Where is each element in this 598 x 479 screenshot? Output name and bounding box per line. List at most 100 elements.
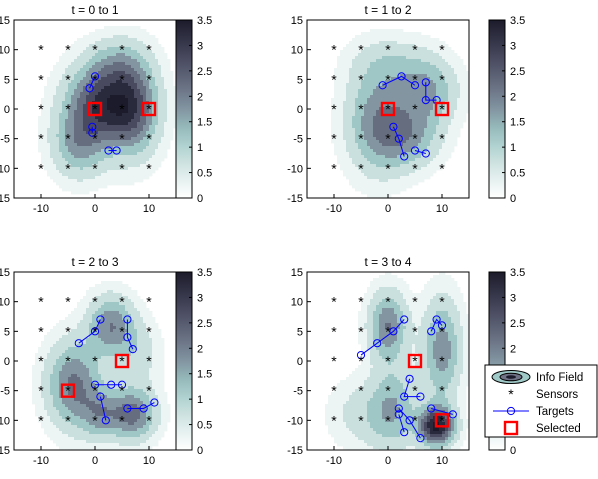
colorbar-tick-label: 1 [197, 394, 203, 406]
selected-marker [434, 101, 450, 117]
sensor-marker: * [358, 323, 364, 339]
selected-marker [114, 353, 130, 369]
y-tick-label: 10 [0, 297, 10, 309]
legend-label: Selected [536, 423, 581, 435]
target-point [96, 392, 105, 401]
panel-title: t = 1 to 2 [364, 3, 411, 17]
target-point [432, 315, 441, 324]
sensor-marker: * [119, 323, 125, 339]
sensor-marker: * [92, 323, 98, 339]
sensor-marker: * [412, 323, 418, 339]
sensor-marker: * [385, 353, 391, 369]
target-point [150, 398, 159, 407]
colorbar-tick-label: 0 [197, 445, 203, 457]
target-track [414, 150, 426, 154]
y-tick-label: 15 [0, 267, 10, 279]
sensor-marker: * [358, 71, 364, 87]
x-tick-label: 10 [143, 455, 155, 467]
target-point [112, 146, 121, 155]
sensor-marker: * [385, 383, 391, 399]
target-point [123, 315, 132, 324]
legend-selected-icon [503, 420, 519, 436]
sensor-marker: * [65, 101, 71, 117]
x-tick-label: -10 [326, 455, 342, 467]
sensor-marker: * [119, 383, 125, 399]
sensor-marker: * [331, 42, 337, 58]
legend-label: Sensors [536, 389, 578, 401]
panel-1: t = 0 to 1-10010-15-10-5051015**********… [0, 3, 212, 215]
sensor-marker: * [439, 131, 445, 147]
sensor-marker: * [331, 160, 337, 176]
colorbar-tick-label: 3 [510, 292, 516, 304]
sensor-marker: * [412, 101, 418, 117]
colorbar-tick-label: 0 [510, 193, 516, 205]
target-point [101, 416, 110, 425]
target-track [392, 126, 405, 157]
target-point [104, 146, 113, 155]
y-tick-label: 10 [291, 297, 303, 309]
target-point [405, 374, 414, 383]
sensor-marker: * [331, 412, 337, 428]
legend-label: Info Field [536, 372, 583, 384]
target-point [416, 392, 425, 401]
target-track [398, 408, 421, 439]
y-tick-label: 0 [4, 356, 10, 368]
sensor-marker: * [65, 383, 71, 399]
target-point [400, 428, 409, 437]
target-point [85, 84, 94, 93]
target-point [356, 350, 366, 360]
colorbar-tick-label: 2.5 [510, 66, 525, 78]
target-track [382, 75, 416, 86]
colorbar-tick-label: 3.5 [510, 267, 525, 279]
target-point [123, 404, 132, 413]
x-tick-label: 10 [436, 455, 448, 467]
target-track [403, 378, 421, 398]
sensor-marker: * [331, 131, 337, 147]
sensor-marker: * [146, 353, 152, 369]
sensor-marker: * [146, 160, 152, 176]
sensor-marker: * [146, 412, 152, 428]
selected-marker [434, 413, 450, 428]
colorbar-tick-label: 3.5 [197, 15, 212, 27]
colorbar-tick-label: 3 [197, 40, 203, 52]
colorbar-tick-label: 1.5 [197, 117, 212, 129]
sensor-marker: * [439, 101, 445, 117]
sensor-marker: * [331, 71, 337, 87]
target-point [400, 152, 409, 161]
sensor-marker: * [119, 71, 125, 87]
sensor-marker: * [385, 323, 391, 339]
sensor-marker: * [38, 294, 44, 310]
colorbar-tick-label: 1.5 [197, 369, 212, 381]
target-point [427, 327, 436, 336]
sensor-marker: * [358, 412, 364, 428]
y-tick-label: 15 [0, 15, 10, 27]
colorbar-tick-label: 2.5 [197, 318, 212, 330]
legend-label: Targets [536, 406, 574, 418]
target-point [405, 416, 414, 425]
target-point [88, 122, 97, 131]
y-tick-label: -5 [293, 134, 303, 146]
x-tick-label: -10 [33, 203, 49, 215]
colorbar-tick-label: 0.5 [197, 420, 212, 432]
sensor-marker: * [65, 42, 71, 58]
sensor-marker: * [92, 71, 98, 87]
selected-marker [141, 101, 157, 117]
y-tick-label: -15 [287, 445, 303, 457]
sensor-marker: * [92, 131, 98, 147]
y-tick-label: -10 [287, 415, 303, 427]
colorbar-tick-label: 1 [510, 142, 516, 154]
sensor-marker: * [331, 294, 337, 310]
y-tick-label: 5 [4, 74, 10, 86]
sensor-marker: * [92, 101, 98, 117]
sensor-marker: * [412, 383, 418, 399]
info-field [325, 272, 469, 450]
target-point [90, 327, 100, 336]
y-tick-label: 10 [0, 45, 10, 57]
sensor-marker: * [412, 71, 418, 87]
target-track [360, 319, 405, 356]
sensor-marker: * [331, 383, 337, 399]
sensor-marker: * [119, 412, 125, 428]
colorbar-tick-label: 2 [197, 91, 203, 103]
